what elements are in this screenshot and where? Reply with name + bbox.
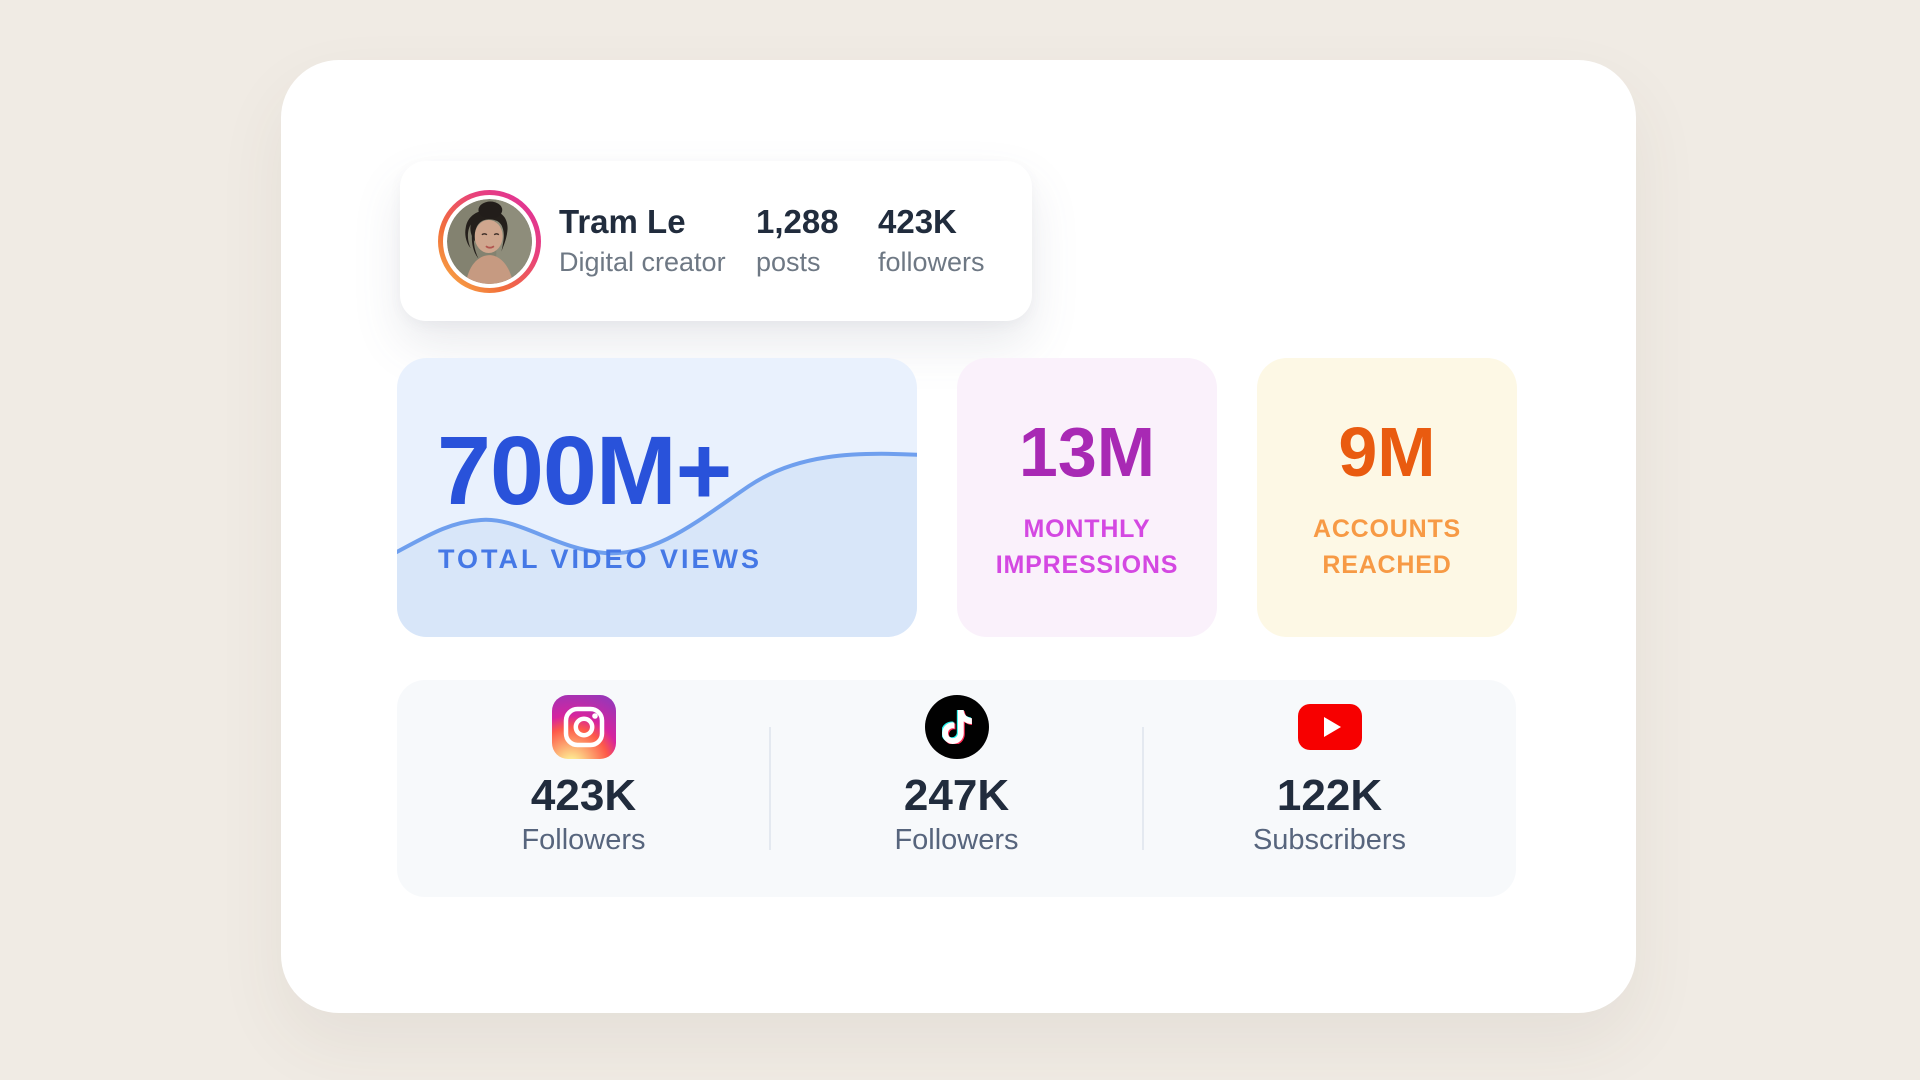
avatar [447, 198, 532, 284]
instagram-followers-value: 423K [530, 771, 637, 820]
divider [769, 727, 771, 850]
media-kit-panel: Tram Le Digital creator 1,288 posts 423K… [281, 60, 1636, 1013]
total-views-card: 700M+ TOTAL VIDEO VIEWS [397, 358, 917, 637]
instagram-followers-label: Followers [521, 824, 646, 857]
youtube-subscribers-label: Subscribers [1252, 824, 1407, 857]
divider [1142, 727, 1144, 850]
posts-count: 1,288 [756, 203, 839, 241]
social-stats-card: 423K Followers 247K Followers [397, 680, 1516, 897]
total-views-label: TOTAL VIDEO VIEWS [438, 544, 763, 574]
monthly-impressions-card: 13M MONTHLY IMPRESSIONS [957, 358, 1217, 637]
accounts-reached-card: 9M ACCOUNTS REACHED [1257, 358, 1517, 637]
youtube-stat-column: 122K Subscribers [1143, 680, 1516, 897]
total-views-value: 700M+ [437, 416, 732, 525]
wave-chart [397, 451, 917, 637]
followers-count: 423K [878, 203, 957, 241]
profile-name: Tram Le [559, 203, 686, 241]
posts-label: posts [756, 247, 821, 278]
tiktok-icon[interactable] [924, 695, 989, 759]
impressions-label: MONTHLY IMPRESSIONS [995, 514, 1179, 579]
avatar-story-ring [438, 189, 541, 293]
reach-label: ACCOUNTS REACHED [1312, 514, 1462, 579]
youtube-subscribers-value: 122K [1276, 771, 1383, 820]
tiktok-followers-label: Followers [894, 824, 1019, 857]
reach-value: 9M [1338, 412, 1436, 491]
impressions-value: 13M [1018, 412, 1156, 491]
tiktok-stat-column: 247K Followers [770, 680, 1143, 897]
profile-card: Tram Le Digital creator 1,288 posts 423K… [400, 161, 1032, 321]
profile-role: Digital creator [559, 247, 726, 278]
followers-label: followers [878, 247, 985, 278]
tiktok-followers-value: 247K [903, 771, 1010, 820]
instagram-icon[interactable] [551, 695, 616, 759]
instagram-stat-column: 423K Followers [397, 680, 770, 897]
youtube-icon[interactable] [1297, 695, 1362, 759]
